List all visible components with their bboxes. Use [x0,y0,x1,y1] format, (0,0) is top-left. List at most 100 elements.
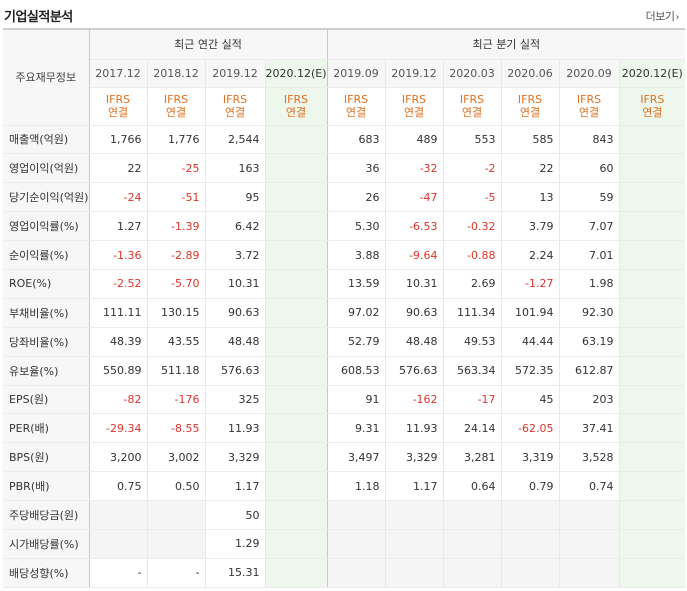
table-cell: -62.05 [501,413,560,444]
table-cell [501,529,560,559]
more-link[interactable]: 더보기› [645,8,680,24]
row-label: 영업이익(억원) [3,153,90,184]
table-cell: 22 [89,153,148,184]
table-cell: 3,329 [385,442,444,473]
table-cell: 3,329 [205,442,266,473]
table-cell: -1.36 [89,240,148,270]
row-label: BPS(원) [3,442,90,473]
table-cell [89,529,148,559]
table-cell [265,413,328,444]
table-cell: 1.27 [89,211,148,242]
table-cell: 22 [501,153,560,184]
period-header-row: 2017.12 2018.12 2019.12 2020.12(E) 2019.09 20… [3,59,686,88]
basis-label: IFRS 연결 [265,87,328,126]
table-cell [619,356,686,386]
row-label: 순이익률(%) [3,240,90,270]
table-cell [265,356,328,386]
table-cell [619,500,686,530]
basis-standard: IFRS [640,93,665,106]
basis-standard: IFRS [517,93,543,106]
table-cell [265,153,328,184]
quarter-group-header: 최근 분기 실적 [327,28,686,60]
table-cell: 0.74 [559,471,620,502]
table-cell [265,211,328,242]
basis-header-row: IFRS 연결 IFRS 연결 IFRS 연결 IFRS 연결 IFRS 연결 IFRS 연결 IFRS… [3,87,686,126]
row-label: 매출액(억원) [3,125,90,155]
table-cell: 7.01 [559,240,620,270]
table-cell: 1,766 [89,125,148,155]
table-cell: 1.18 [327,471,386,502]
basis-standard: IFRS [343,93,369,106]
basis-label: IFRS 연결 [501,87,560,126]
row-label: 주당배당금(원) [3,500,90,530]
table-cell: 36 [327,153,386,184]
table-cell: -32 [385,153,444,184]
table-cell: 612.87 [559,356,620,386]
table-cell: -17 [443,385,502,415]
period-header: 2018.12 [147,59,206,88]
table-cell: 585 [501,125,560,155]
table-cell: -1.39 [147,211,206,242]
period-header: 2019.12 [385,59,444,88]
corner-label: 주요재무정보 [3,28,90,126]
table-cell: 60 [559,153,620,184]
table-cell: 15.31 [205,558,266,588]
table-cell: 48.48 [385,327,444,357]
table-cell: 13 [501,182,560,213]
table-row: 당기순이익(억원) -24 -51 95 26 -47 -5 13 59 [3,182,686,213]
table-cell [147,529,206,559]
table-cell: 91 [327,385,386,415]
basis-standard: IFRS [401,93,427,106]
basis-label: IFRS 연결 [147,87,206,126]
table-cell [147,500,206,530]
period-header: 2019.12 [205,59,266,88]
table-cell [265,327,328,357]
basis-label: IFRS 연결 [559,87,620,126]
table-cell: -5.70 [147,269,206,299]
table-cell: 11.93 [385,413,444,444]
table-cell: 92.30 [559,298,620,328]
chevron-right-icon: › [675,12,680,23]
period-header: 2020.09 [559,59,620,88]
table-cell: 203 [559,385,620,415]
table-cell [265,240,328,270]
table-cell [619,153,686,184]
table-cell: 1.17 [385,471,444,502]
table-cell: -29.34 [89,413,148,444]
basis-standard: IFRS [283,93,309,106]
row-label: 배당성향(%) [3,558,90,588]
basis-label: IFRS 연결 [385,87,444,126]
table-cell: 13.59 [327,269,386,299]
table-cell: 3.88 [327,240,386,270]
basis-scope: 연결 [519,106,541,119]
table-cell [559,529,620,559]
table-cell [89,500,148,530]
basis-scope: 연결 [461,106,483,119]
table-cell: 95 [205,182,266,213]
basis-label: IFRS 연결 [89,87,148,126]
table-cell: -2 [443,153,502,184]
basis-label: IFRS 연결 [619,87,686,126]
row-label: PBR(배) [3,471,90,502]
table-cell: 1.98 [559,269,620,299]
more-label: 더보기 [645,10,675,23]
table-cell: -1.27 [501,269,560,299]
table-row: EPS(원) -82 -176 325 91 -162 -17 45 203 [3,385,686,415]
table-cell: 0.79 [501,471,560,502]
table-row: 부채비율(%) 111.11 130.15 90.63 97.02 90.63 111.34… [3,298,686,328]
table-cell: 843 [559,125,620,155]
table-cell: 3,528 [559,442,620,473]
table-row: 시가배당률(%) 1.29 [3,529,686,559]
table-cell: 9.31 [327,413,386,444]
basis-label: IFRS 연결 [443,87,502,126]
table-cell: 1,776 [147,125,206,155]
basis-standard: IFRS [459,93,485,106]
table-cell [559,500,620,530]
table-cell: 130.15 [147,298,206,328]
table-cell: -47 [385,182,444,213]
table-cell [327,500,386,530]
table-cell: 48.48 [205,327,266,357]
table-cell: 11.93 [205,413,266,444]
period-header: 2019.09 [327,59,386,88]
table-cell [443,529,502,559]
